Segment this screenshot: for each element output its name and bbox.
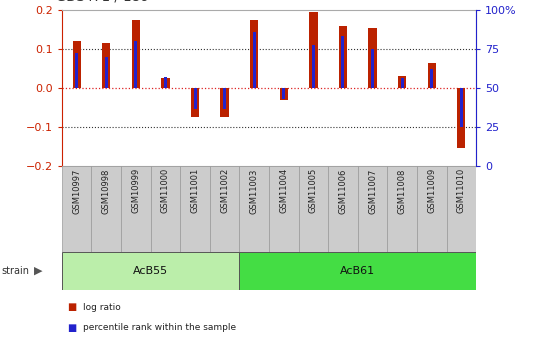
Text: log ratio: log ratio	[83, 303, 121, 312]
Bar	[191, 88, 199, 117]
Bar	[339, 26, 347, 88]
Bar	[73, 41, 81, 88]
Bar	[239, 166, 269, 252]
Text: strain: strain	[1, 266, 29, 276]
Bar	[457, 88, 465, 148]
Bar	[387, 166, 417, 252]
Bar	[460, 88, 463, 127]
Text: GSM10999: GSM10999	[131, 168, 140, 214]
Bar	[164, 77, 167, 88]
Bar	[132, 20, 140, 88]
Text: GSM11005: GSM11005	[309, 168, 318, 214]
Bar	[371, 49, 374, 88]
Text: AcB55: AcB55	[133, 266, 168, 276]
Bar	[253, 32, 256, 88]
Bar	[194, 88, 196, 109]
Bar	[223, 88, 226, 109]
Text: AcB61: AcB61	[340, 266, 376, 276]
Text: ▶: ▶	[34, 266, 43, 276]
Bar	[299, 166, 328, 252]
Bar	[430, 69, 433, 88]
Bar	[417, 166, 447, 252]
Text: ■: ■	[67, 323, 76, 333]
Text: GSM10998: GSM10998	[102, 168, 111, 214]
Bar	[280, 88, 288, 100]
Bar	[447, 166, 476, 252]
Text: GSM11010: GSM11010	[457, 168, 466, 214]
Bar	[369, 28, 377, 88]
Bar	[309, 12, 317, 88]
Bar	[210, 166, 239, 252]
Text: ■: ■	[67, 302, 76, 312]
Bar	[151, 166, 180, 252]
Text: GSM11008: GSM11008	[398, 168, 407, 214]
Bar	[161, 78, 169, 88]
Text: percentile rank within the sample: percentile rank within the sample	[83, 323, 237, 332]
Bar	[239, 252, 476, 290]
Bar	[342, 36, 344, 88]
Bar	[282, 88, 285, 99]
Bar	[312, 45, 315, 88]
Bar	[121, 166, 151, 252]
Bar	[401, 78, 404, 88]
Bar	[358, 166, 387, 252]
Text: GSM11004: GSM11004	[279, 168, 288, 214]
Bar	[269, 166, 299, 252]
Bar	[250, 20, 258, 88]
Text: GSM11000: GSM11000	[161, 168, 170, 214]
Text: GSM11006: GSM11006	[338, 168, 348, 214]
Bar	[134, 41, 137, 88]
Text: GSM11009: GSM11009	[427, 168, 436, 214]
Bar	[62, 252, 239, 290]
Bar	[91, 166, 121, 252]
Text: GSM11002: GSM11002	[220, 168, 229, 214]
Text: GDS471 / 186: GDS471 / 186	[56, 0, 149, 3]
Bar	[221, 88, 229, 117]
Text: GSM10997: GSM10997	[72, 168, 81, 214]
Bar	[180, 166, 210, 252]
Bar	[102, 43, 110, 88]
Bar	[105, 57, 108, 88]
Bar	[428, 63, 436, 88]
Text: GSM11003: GSM11003	[250, 168, 259, 214]
Bar	[75, 53, 78, 88]
Text: GSM11001: GSM11001	[190, 168, 200, 214]
Bar	[328, 166, 358, 252]
Text: GSM11007: GSM11007	[368, 168, 377, 214]
Bar	[62, 166, 91, 252]
Bar	[398, 76, 406, 88]
